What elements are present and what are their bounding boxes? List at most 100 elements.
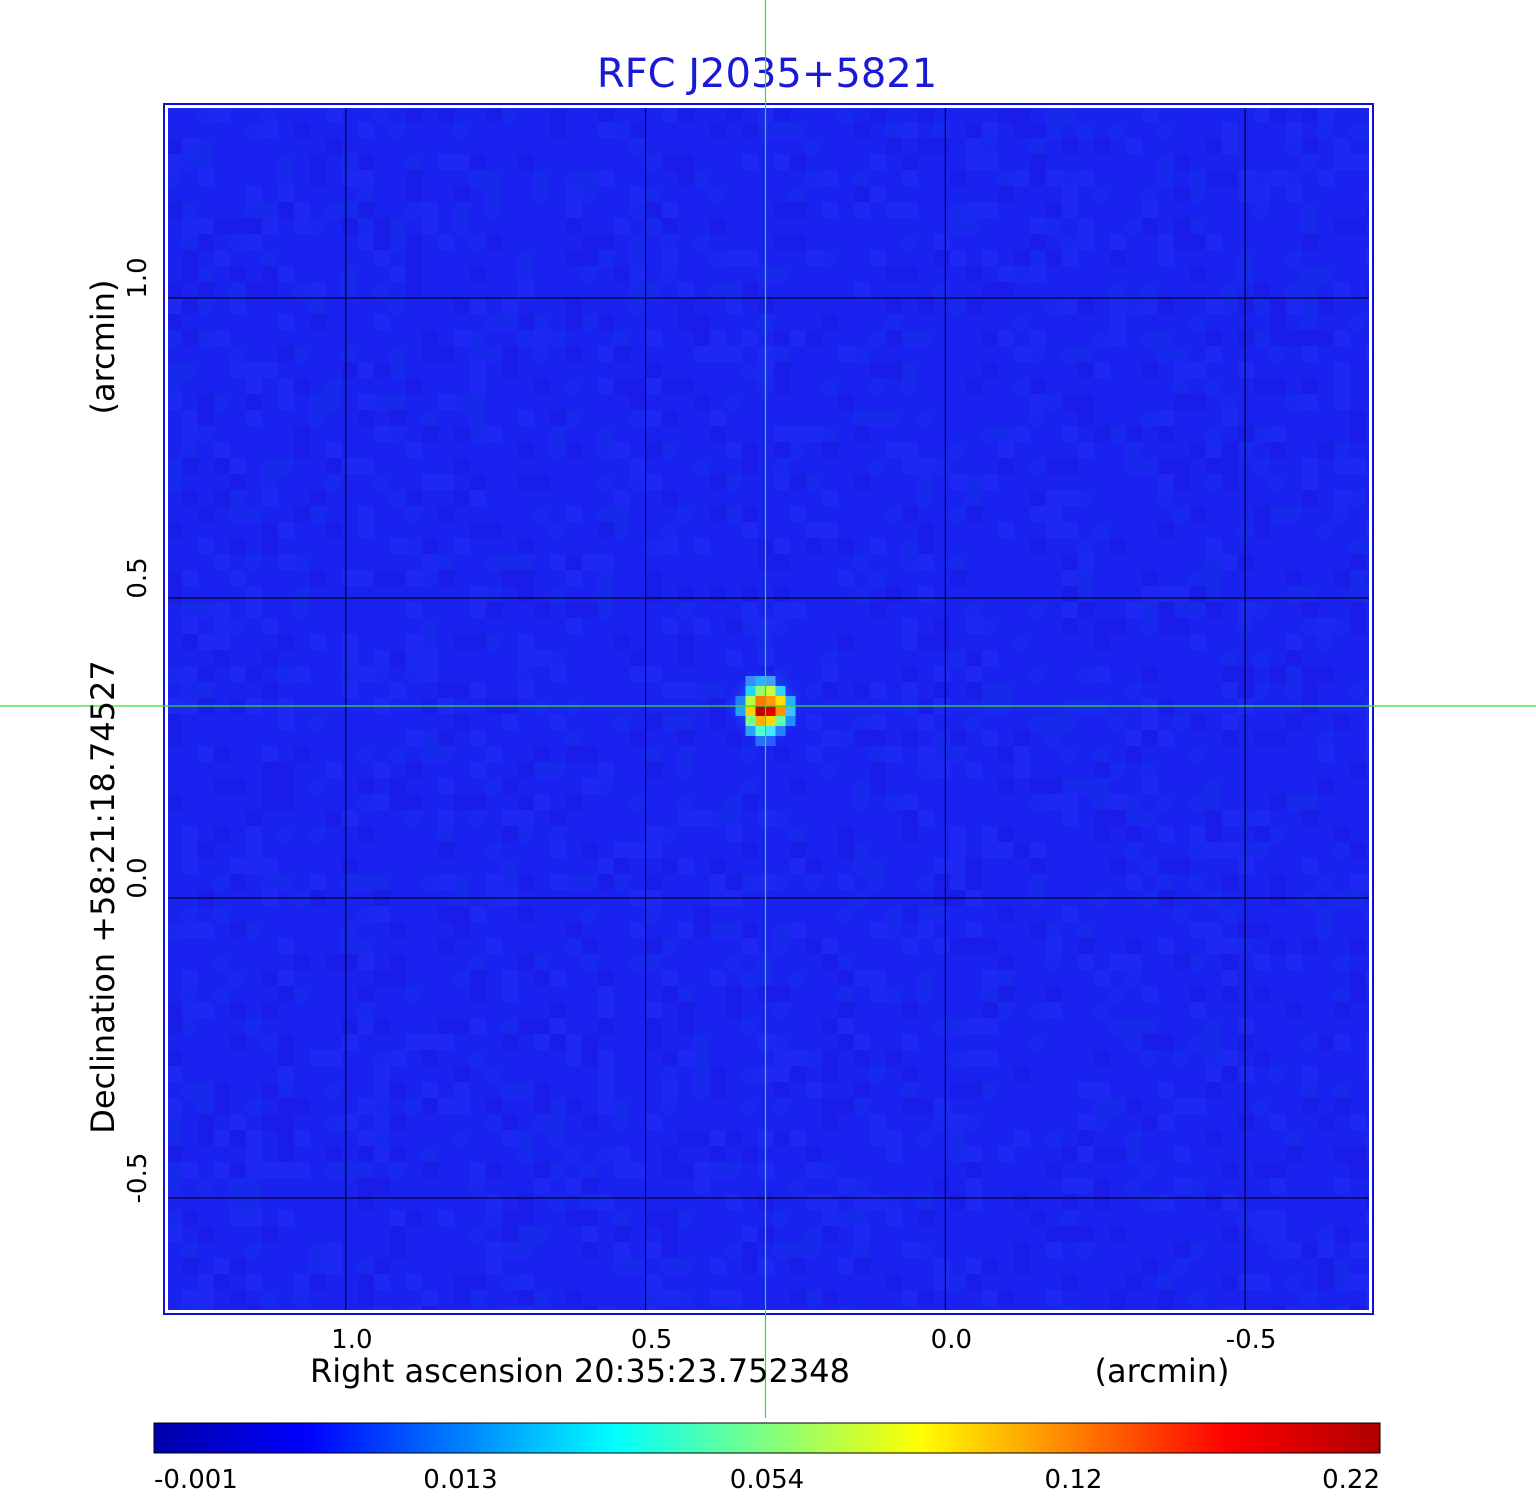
noise-cell <box>902 154 918 170</box>
noise-cell <box>470 394 486 410</box>
noise-cell <box>742 1098 758 1114</box>
noise-cell <box>1238 602 1254 618</box>
noise-cell <box>1078 1082 1094 1098</box>
noise-cell <box>1062 810 1078 826</box>
noise-cell <box>998 682 1014 698</box>
noise-cell <box>406 762 422 778</box>
noise-cell <box>726 282 742 298</box>
noise-cell <box>1046 1242 1062 1258</box>
noise-cell <box>950 1050 966 1066</box>
noise-cell <box>678 298 694 314</box>
noise-cell <box>1350 314 1366 330</box>
noise-cell <box>1318 1226 1334 1242</box>
noise-cell <box>1110 426 1126 442</box>
noise-cell <box>1078 122 1094 138</box>
y-axis-label: Declination +58:21:18.74527 <box>84 660 122 1134</box>
noise-cell <box>358 778 374 794</box>
noise-cell <box>198 682 214 698</box>
noise-cell <box>870 154 886 170</box>
noise-cell <box>390 1226 406 1242</box>
noise-cell <box>822 170 838 186</box>
noise-cell <box>1238 170 1254 186</box>
noise-cell <box>678 858 694 874</box>
noise-cell <box>1014 266 1030 282</box>
noise-cell <box>774 602 790 618</box>
noise-cell <box>534 1082 550 1098</box>
noise-cell <box>182 410 198 426</box>
noise-cell <box>486 1066 502 1082</box>
noise-cell <box>950 250 966 266</box>
noise-cell <box>534 170 550 186</box>
noise-cell <box>406 490 422 506</box>
noise-cell <box>390 970 406 986</box>
noise-cell <box>726 986 742 1002</box>
noise-cell <box>470 474 486 490</box>
noise-cell <box>694 458 710 474</box>
noise-cell <box>486 874 502 890</box>
noise-cell <box>534 330 550 346</box>
noise-cell <box>534 1098 550 1114</box>
noise-cell <box>1030 1034 1046 1050</box>
noise-cell <box>310 778 326 794</box>
noise-cell <box>806 426 822 442</box>
noise-cell <box>214 554 230 570</box>
noise-cell <box>342 1162 358 1178</box>
noise-cell <box>790 426 806 442</box>
noise-cell <box>1094 794 1110 810</box>
noise-cell <box>566 922 582 938</box>
noise-cell <box>630 730 646 746</box>
noise-cell <box>486 938 502 954</box>
noise-cell <box>214 1162 230 1178</box>
noise-cell <box>390 778 406 794</box>
noise-cell <box>1366 1066 1371 1082</box>
noise-cell <box>454 394 470 410</box>
noise-cell <box>886 122 902 138</box>
noise-cell <box>374 570 390 586</box>
noise-cell <box>278 202 294 218</box>
noise-cell <box>566 794 582 810</box>
noise-cell <box>374 1274 390 1290</box>
noise-cell <box>902 634 918 650</box>
noise-cell <box>1062 618 1078 634</box>
noise-cell <box>406 1306 422 1312</box>
noise-cell <box>1158 250 1174 266</box>
noise-cell <box>1126 138 1142 154</box>
noise-cell <box>374 106 390 122</box>
noise-cell <box>950 650 966 666</box>
noise-cell <box>742 1018 758 1034</box>
noise-cell <box>806 138 822 154</box>
noise-cell <box>854 346 870 362</box>
noise-cell <box>742 330 758 346</box>
noise-cell <box>934 1274 950 1290</box>
noise-cell <box>230 1290 246 1306</box>
noise-cell <box>470 1050 486 1066</box>
noise-cell <box>1318 1258 1334 1274</box>
noise-cell <box>550 762 566 778</box>
noise-cell <box>1254 954 1270 970</box>
noise-cell <box>582 314 598 330</box>
noise-cell <box>390 1146 406 1162</box>
noise-cell <box>1030 842 1046 858</box>
noise-cell <box>966 666 982 682</box>
noise-cell <box>1142 714 1158 730</box>
noise-cell <box>870 1194 886 1210</box>
noise-cell <box>582 234 598 250</box>
noise-cell <box>1190 794 1206 810</box>
noise-cell <box>358 362 374 378</box>
noise-cell <box>966 874 982 890</box>
noise-cell <box>1174 906 1190 922</box>
noise-cell <box>1302 474 1318 490</box>
noise-cell <box>182 250 198 266</box>
noise-cell <box>1254 298 1270 314</box>
noise-cell <box>566 378 582 394</box>
noise-cell <box>1254 810 1270 826</box>
noise-cell <box>1030 874 1046 890</box>
noise-cell <box>294 666 310 682</box>
noise-cell <box>358 986 374 1002</box>
noise-cell <box>1302 794 1318 810</box>
noise-cell <box>1094 810 1110 826</box>
noise-cell <box>406 1274 422 1290</box>
noise-cell <box>214 1274 230 1290</box>
noise-cell <box>1174 714 1190 730</box>
x-tick-labels: 1.0 0.5 0.0 -0.5 <box>331 1325 1276 1355</box>
